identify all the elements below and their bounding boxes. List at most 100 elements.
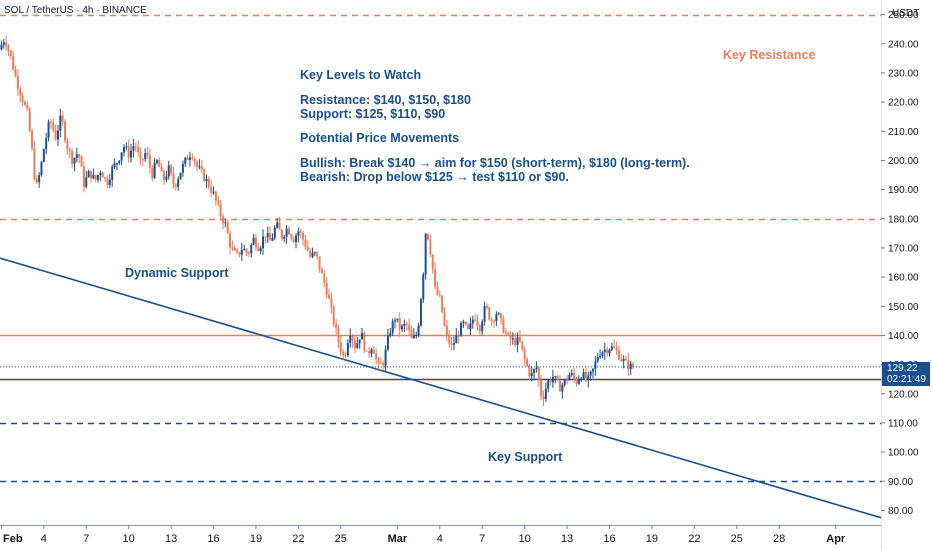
price-tick-label: 150.00 <box>888 302 919 313</box>
candle-body <box>483 305 486 322</box>
time-tick-label: 10 <box>519 533 531 545</box>
candle-body <box>148 155 151 168</box>
candle-body <box>573 373 576 379</box>
time-tick-label: Feb <box>3 533 23 545</box>
candle-body <box>394 320 397 322</box>
candle-body <box>408 324 411 331</box>
candle-body <box>47 121 50 138</box>
candle-body <box>287 228 290 235</box>
candle-body <box>104 177 107 179</box>
candle-body <box>207 178 210 187</box>
candle-body <box>122 147 125 153</box>
candle-body <box>144 153 147 160</box>
candle-body <box>240 250 243 255</box>
candle-body <box>71 150 74 164</box>
candle-body <box>49 121 52 123</box>
candle-body <box>556 376 559 381</box>
candle-body <box>591 368 594 372</box>
horizontal-levels <box>0 14 881 483</box>
candle-body <box>170 165 173 174</box>
candle-body <box>92 174 95 179</box>
time-tick-label: 25 <box>731 533 743 545</box>
candle-body <box>533 369 536 373</box>
candle-body <box>54 130 57 140</box>
candle-body <box>382 363 385 366</box>
candle-body <box>346 343 349 356</box>
candle-body <box>247 252 250 254</box>
candle-body <box>304 239 307 247</box>
candle-body <box>554 376 557 378</box>
candle-body <box>577 379 580 384</box>
candle-body <box>342 351 345 355</box>
time-tick-label: 7 <box>83 533 89 545</box>
candle-body <box>273 227 276 239</box>
candle-body <box>353 340 356 349</box>
candle-body <box>339 342 342 352</box>
candle-body <box>365 350 368 352</box>
candle-body <box>12 55 15 70</box>
candle-body <box>379 362 382 364</box>
candle-body <box>419 299 422 326</box>
price-tick-label: 140.00 <box>888 331 919 342</box>
candle-body <box>361 332 364 340</box>
candle-body <box>153 163 156 178</box>
candle-body <box>165 176 168 180</box>
price-tick-label: 230.00 <box>888 68 919 79</box>
candle-body <box>511 338 514 340</box>
candle-body <box>606 349 609 354</box>
candle-body <box>311 252 314 257</box>
candle-body <box>181 163 184 173</box>
candle-body <box>167 165 170 177</box>
candle-body <box>186 157 189 161</box>
candle-body <box>566 379 569 381</box>
candle-body <box>384 349 387 366</box>
candle-body <box>45 137 48 150</box>
candle-body <box>530 372 533 376</box>
candle-body <box>474 319 477 321</box>
candle-body <box>188 157 191 161</box>
candle-body <box>601 352 604 356</box>
candle-body <box>624 358 627 361</box>
candle-body <box>344 354 347 356</box>
candle-body <box>306 246 309 251</box>
candle-body <box>146 153 149 156</box>
time-tick-label: 7 <box>479 533 485 545</box>
time-axis-ticks: Feb 4 7 10 13 16 19 22 25 Mar 4 7 10 13 16 19 22 25 28 Apr <box>0 525 846 545</box>
candle-body <box>629 363 632 370</box>
candle-body <box>594 361 597 369</box>
candle-body <box>198 166 201 168</box>
candle-body <box>323 273 326 283</box>
candle-body <box>471 319 474 324</box>
price-tick-label: 190.00 <box>888 185 919 196</box>
candle-body <box>568 374 571 381</box>
price-tick-label: 90.00 <box>888 477 913 488</box>
candle-body <box>422 274 425 300</box>
time-tick-label: 25 <box>335 533 347 545</box>
candle-body <box>467 324 470 329</box>
candle-body <box>99 172 102 176</box>
candlestick-series <box>0 35 635 406</box>
candle-body <box>518 337 521 342</box>
candle-body <box>210 186 213 193</box>
time-tick-label: 19 <box>250 533 262 545</box>
candle-body <box>622 358 625 362</box>
candle-body <box>94 174 97 180</box>
candle-body <box>0 44 3 50</box>
candle-body <box>412 335 415 339</box>
candle-body <box>66 140 69 150</box>
candle-body <box>391 321 394 334</box>
candle-body <box>28 109 31 132</box>
candle-body <box>507 332 510 335</box>
candle-body <box>134 146 137 148</box>
candle-body <box>254 237 257 248</box>
candle-body <box>401 325 404 330</box>
candle-body <box>14 69 17 77</box>
resistance-levels-text: Resistance: $140, $150, $180 <box>300 93 471 107</box>
candle-body <box>219 204 222 217</box>
time-tick-label: 22 <box>292 533 304 545</box>
candle-body <box>478 325 481 332</box>
candle-body <box>80 157 83 167</box>
candle-body <box>608 349 611 354</box>
candle-body <box>243 248 246 251</box>
